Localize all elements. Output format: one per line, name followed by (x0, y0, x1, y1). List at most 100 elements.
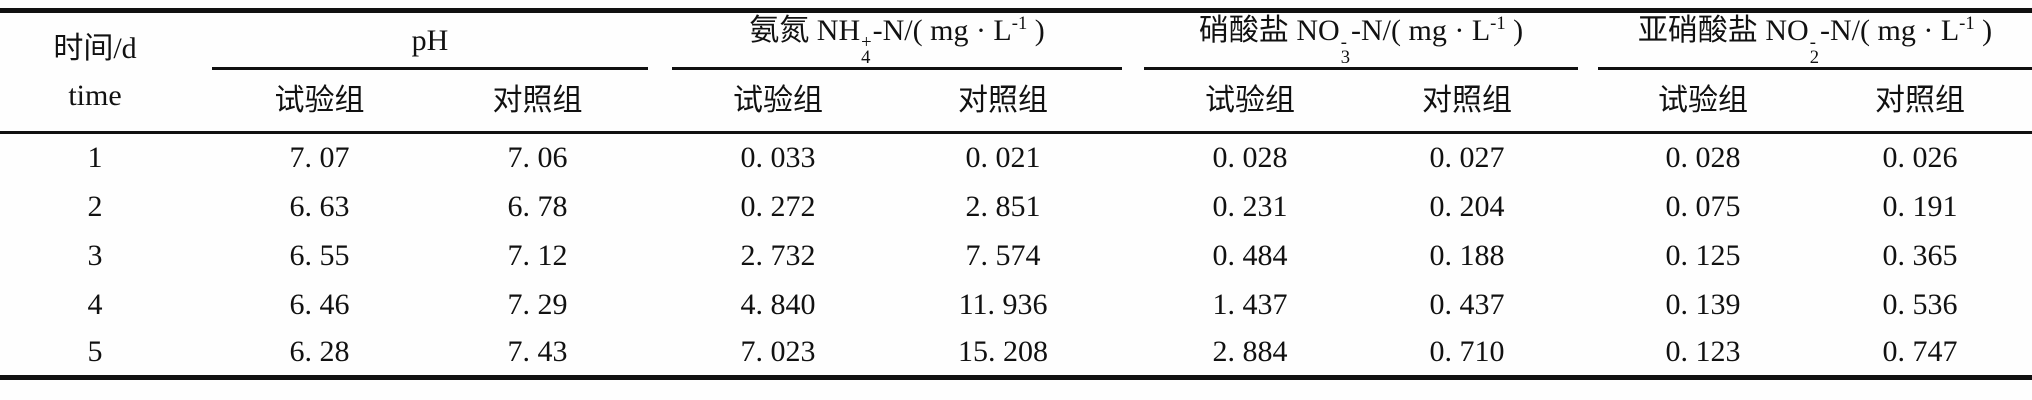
value-cell: 6. 28 (289, 335, 350, 369)
spacer (648, 231, 672, 280)
spacer (190, 280, 212, 329)
no3-sub-sup: -3 (1340, 31, 1351, 69)
table-row: 1 7. 07 7. 06 0. 033 0. 021 0. 028 0. 02… (0, 133, 2032, 182)
no2-subscript: 2 (1809, 47, 1820, 69)
nitrite-unit-close: ) (1974, 13, 1993, 47)
no2-superscript: - (1809, 31, 1816, 53)
subheader-ph-test: 试验组 (212, 68, 427, 134)
nh4-sub-sup: +4 (861, 33, 872, 69)
ammonia-unit: -N/( mg · L (872, 13, 1012, 47)
value-cell: 0. 747 (1882, 335, 1958, 369)
spacer (1122, 68, 1145, 134)
spacer (190, 133, 212, 182)
value-cell: 7. 07 (289, 141, 350, 175)
value-cell: 0. 272 (740, 189, 816, 223)
value-cell: 4. 840 (740, 287, 816, 321)
group-header-nitrate: 硝酸盐 NO -3 -N/( mg · L-1 ) (1144, 10, 1579, 70)
time-cell: 5 (87, 335, 103, 369)
spacer (190, 11, 212, 69)
ammonia-label: 氨氮 NH (749, 13, 861, 47)
subheader-nitrite-control: 对照组 (1808, 68, 2032, 134)
subheader-ph-control: 对照组 (427, 68, 649, 134)
no3-subscript: 3 (1340, 47, 1351, 69)
value-cell: 7. 574 (965, 238, 1041, 272)
subheader-ammonia-test: 试验组 (672, 68, 885, 134)
value-cell: 2. 884 (1212, 335, 1288, 369)
value-cell: 0. 231 (1212, 189, 1288, 223)
value-cell: 0. 536 (1882, 287, 1958, 321)
table-row: 5 6. 28 7. 43 7. 023 15. 208 2. 884 0. 7… (0, 329, 2032, 378)
value-cell: 2. 851 (965, 189, 1041, 223)
time-cell: 1 (87, 141, 103, 175)
group-header-row: 时间/d time pH 氨氮 NH +4 -N/( mg · L-1 ) 硝酸盐 … (0, 10, 2032, 134)
value-cell: 6. 63 (289, 189, 350, 223)
value-cell: 0. 710 (1429, 335, 1505, 369)
ammonia-unit-close: ) (1027, 13, 1045, 47)
table-row: 4 6. 46 7. 29 4. 840 11. 936 1. 437 0. 4… (0, 280, 2032, 329)
time-header-cn: 时间/d (53, 32, 137, 65)
nitrite-label: 亚硝酸盐 NO (1637, 13, 1809, 47)
subheader-nitrate-control: 对照组 (1356, 68, 1579, 134)
value-cell: 0. 028 (1665, 141, 1741, 175)
value-cell: 7. 29 (507, 287, 568, 321)
spacer (1578, 11, 1598, 69)
subheader-nitrite-test: 试验组 (1598, 68, 1809, 134)
value-cell: 0. 026 (1882, 141, 1958, 175)
spacer (648, 133, 672, 182)
value-cell: 0. 125 (1665, 238, 1741, 272)
group-header-ph: pH (212, 10, 649, 70)
value-cell: 0. 027 (1429, 141, 1505, 175)
spacer (1122, 182, 1144, 231)
value-cell: 0. 021 (965, 141, 1041, 175)
value-cell: 0. 204 (1429, 189, 1505, 223)
spacer (1578, 329, 1598, 378)
value-cell: 0. 075 (1665, 189, 1741, 223)
subheader-row: 试验组 对照组 试验组 对照组 试验组 对照组 试验组 对照组 (0, 68, 2032, 134)
spacer (1122, 11, 1144, 69)
value-cell: 0. 484 (1212, 238, 1288, 272)
value-cell: 0. 365 (1882, 238, 1958, 272)
nitrate-unit: -N/( mg · L (1351, 13, 1491, 47)
value-cell: 0. 123 (1665, 335, 1741, 369)
spacer (648, 182, 672, 231)
water-quality-table: 时间/d time pH 氨氮 NH +4 -N/( mg · L-1 ) 硝酸盐 … (0, 8, 2032, 380)
spacer (190, 182, 212, 231)
spacer (1122, 133, 1144, 182)
spacer (190, 231, 212, 280)
value-cell: 6. 55 (289, 238, 350, 272)
value-cell: 7. 06 (507, 141, 568, 175)
spacer (190, 329, 212, 378)
value-cell: 0. 139 (1665, 287, 1741, 321)
spacer (1122, 329, 1144, 378)
subheader-nitrate-test: 试验组 (1144, 68, 1357, 134)
value-cell: 0. 437 (1429, 287, 1505, 321)
ph-label: pH (411, 23, 449, 57)
table-row: 2 6. 63 6. 78 0. 272 2. 851 0. 231 0. 20… (0, 182, 2032, 231)
nitrate-unit-close: ) (1505, 13, 1524, 47)
nitrate-unit-exponent: -1 (1490, 12, 1506, 34)
spacer (648, 11, 672, 69)
spacer (1578, 68, 1599, 134)
value-cell: 7. 023 (740, 335, 816, 369)
nitrate-label: 硝酸盐 NO (1198, 13, 1340, 47)
spacer (190, 68, 212, 134)
group-header-ammonia: 氨氮 NH +4 -N/( mg · L-1 ) (672, 10, 1123, 70)
value-cell: 1. 437 (1212, 287, 1288, 321)
nh4-subscript: 4 (861, 47, 871, 69)
spacer (1578, 280, 1598, 329)
spacer (1122, 280, 1144, 329)
value-cell: 2. 732 (740, 238, 816, 272)
spacer (648, 280, 672, 329)
nitrite-unit-exponent: -1 (1959, 12, 1975, 34)
value-cell: 6. 46 (289, 287, 350, 321)
time-cell: 2 (87, 189, 103, 223)
spacer (1578, 133, 1598, 182)
time-header-en: time (68, 79, 122, 112)
value-cell: 7. 43 (507, 335, 568, 369)
spacer (1578, 231, 1598, 280)
value-cell: 0. 188 (1429, 238, 1505, 272)
value-cell: 0. 191 (1882, 189, 1958, 223)
no3-superscript: - (1340, 31, 1347, 53)
spacer (648, 329, 672, 378)
